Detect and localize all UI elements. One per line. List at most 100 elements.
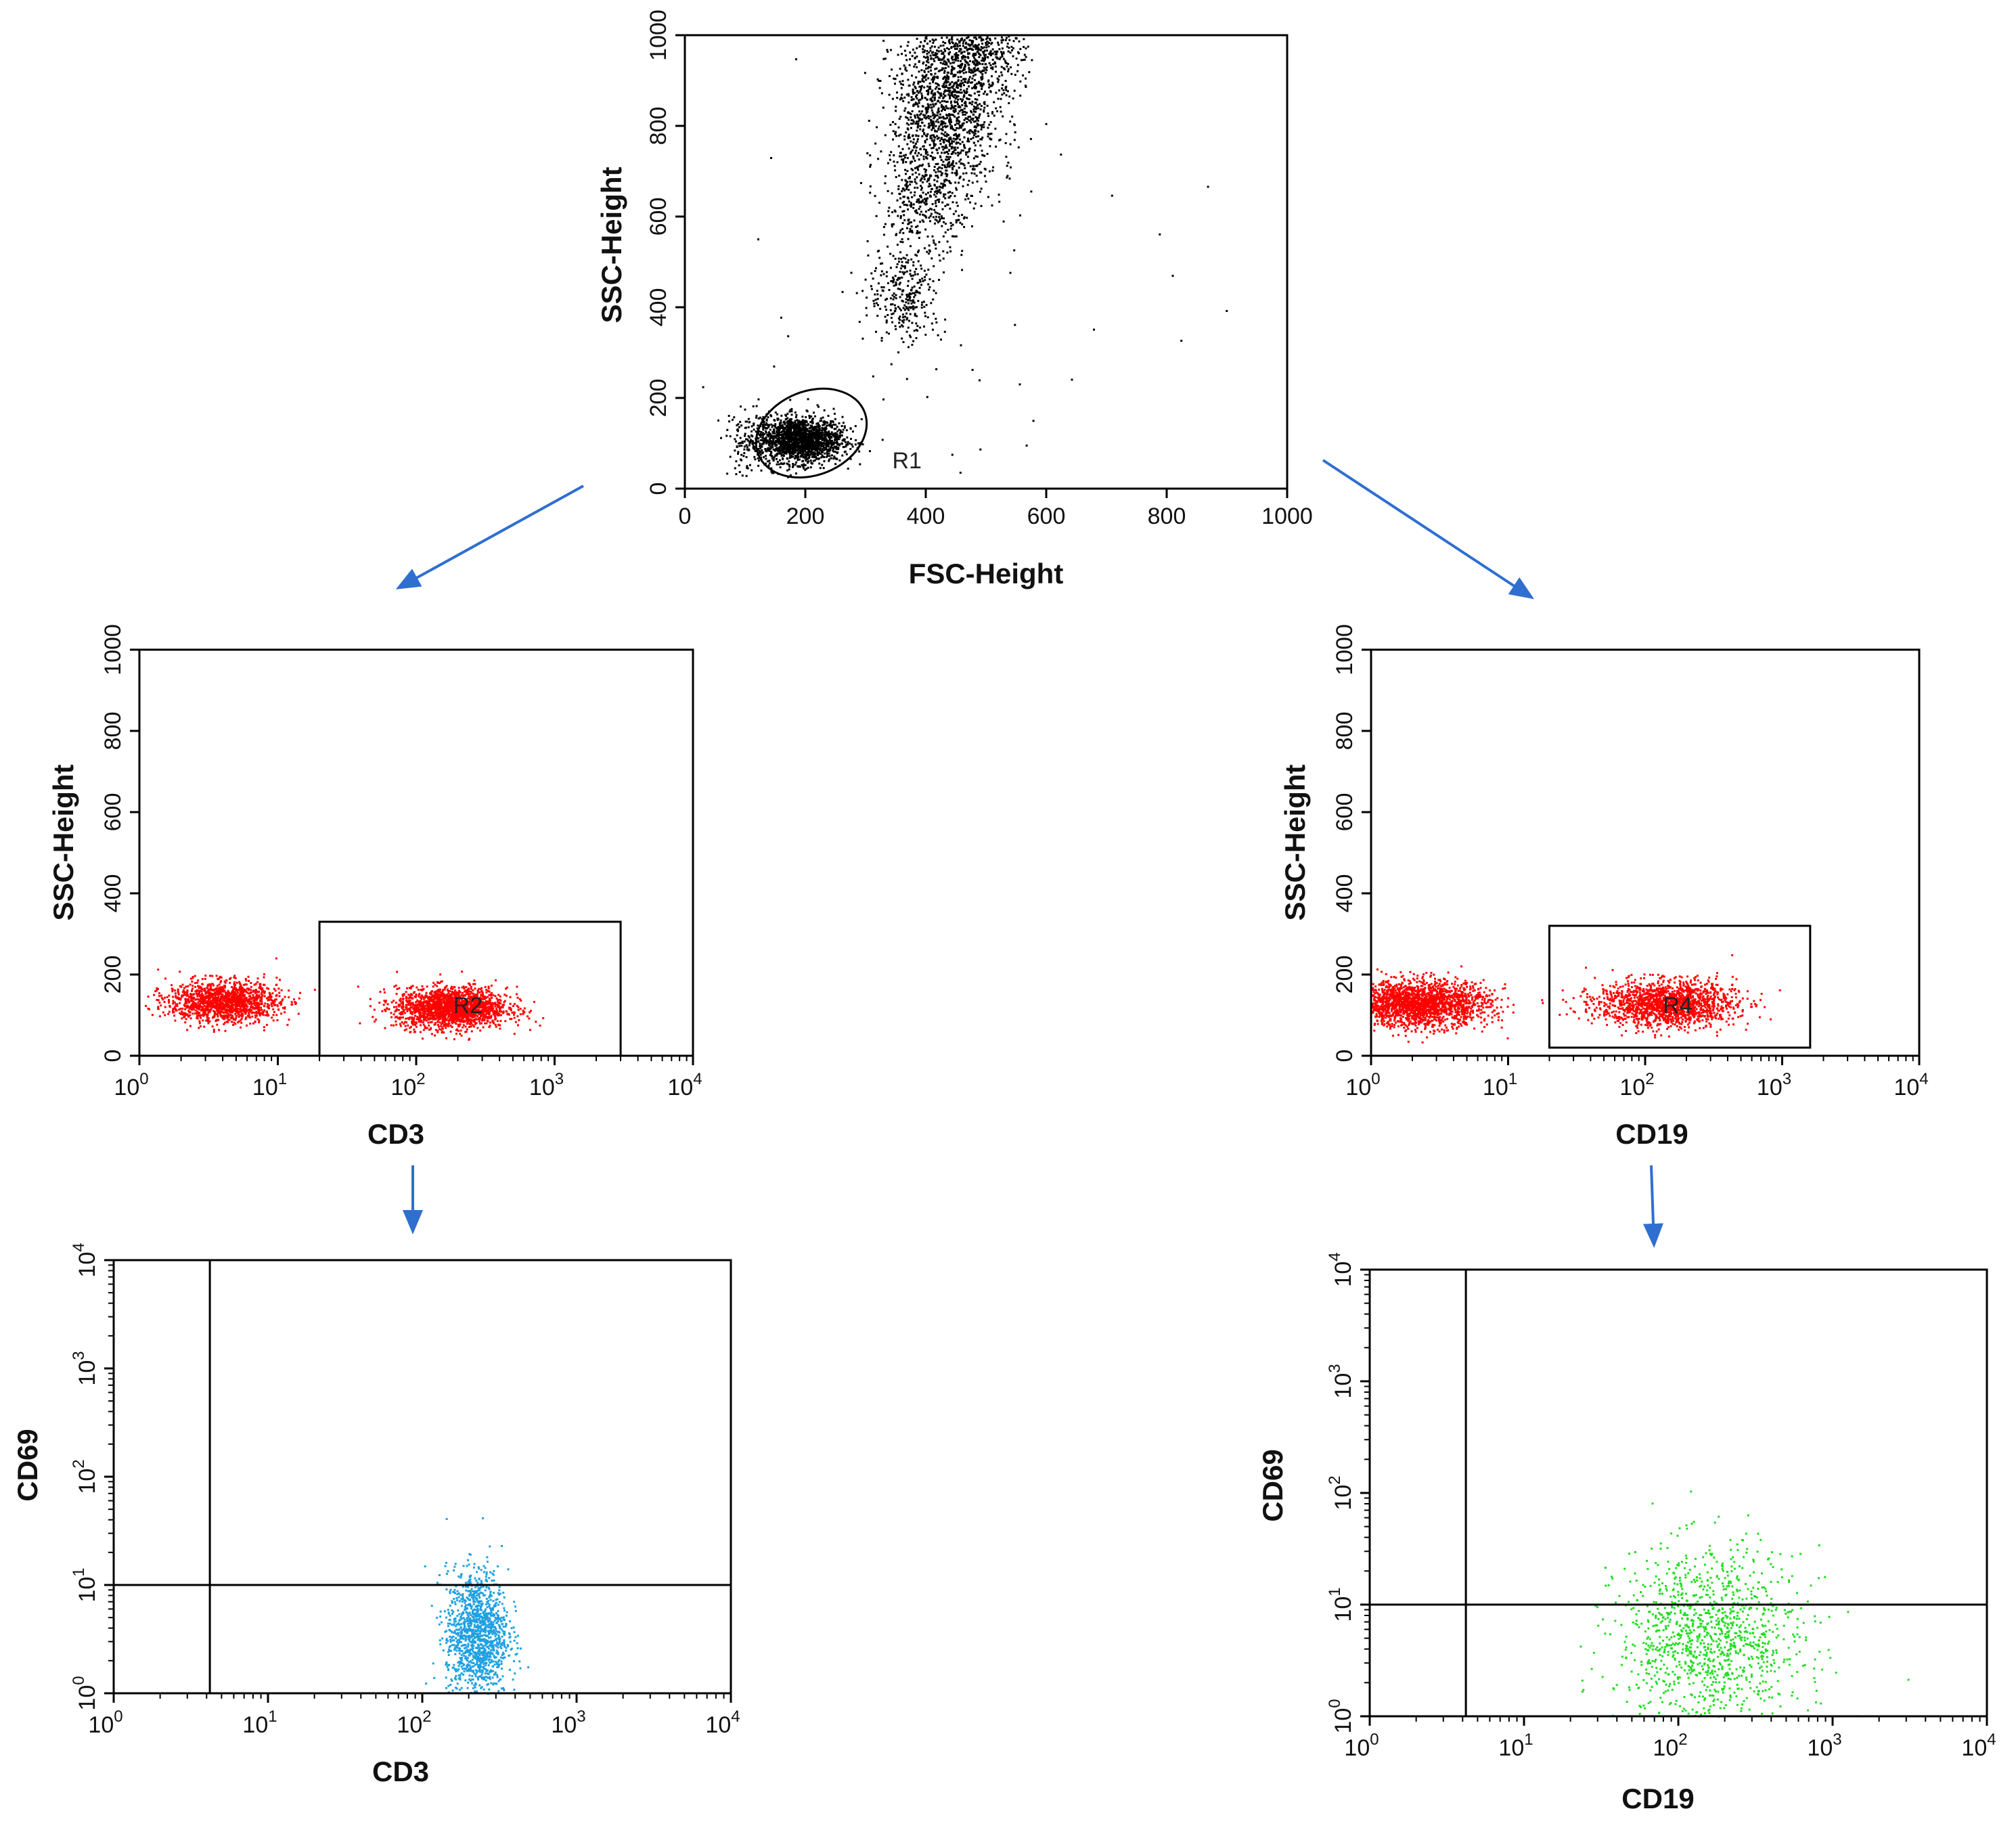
data-point <box>945 105 947 108</box>
data-point <box>838 428 841 431</box>
panels: R10 200 400 600 800 100002004006008001000FSC-… <box>12 9 1996 1814</box>
data-point <box>987 196 989 198</box>
data-point <box>914 291 917 294</box>
data-point <box>744 432 746 435</box>
data-point <box>788 424 791 427</box>
data-point <box>785 449 788 452</box>
data-point <box>951 35 954 38</box>
data-point <box>268 996 271 998</box>
data-point <box>183 991 185 993</box>
data-point <box>944 50 947 52</box>
data-point <box>957 103 959 106</box>
data-point <box>968 78 970 81</box>
data-point <box>972 169 975 171</box>
data-point <box>951 152 954 155</box>
data-point <box>247 975 250 978</box>
data-point <box>920 154 922 156</box>
data-point <box>901 148 904 150</box>
data-point <box>785 434 788 437</box>
data-point <box>957 95 960 97</box>
data-point <box>776 447 778 449</box>
data-point <box>1023 58 1026 61</box>
data-point <box>957 54 960 57</box>
data-point <box>776 432 779 435</box>
data-point <box>950 92 953 95</box>
data-point <box>893 223 895 225</box>
data-point <box>263 976 265 979</box>
data-point <box>741 441 744 443</box>
data-point <box>905 306 908 309</box>
data-point <box>908 189 910 192</box>
data-point <box>976 45 979 48</box>
data-point <box>786 443 789 445</box>
data-point <box>945 62 948 65</box>
data-point <box>964 65 966 68</box>
data-point <box>972 56 975 59</box>
data-point <box>233 975 236 977</box>
data-point <box>894 133 897 135</box>
data-point <box>792 449 794 452</box>
data-point <box>943 72 945 74</box>
data-point <box>780 449 783 452</box>
data-point <box>930 155 932 158</box>
data-point <box>819 467 822 470</box>
data-point <box>892 312 895 315</box>
data-point <box>780 444 783 446</box>
data-point <box>981 150 983 152</box>
data-point <box>934 72 937 75</box>
data-point <box>847 468 849 470</box>
data-point <box>735 473 738 476</box>
data-point <box>905 59 908 62</box>
data-point <box>1023 38 1025 41</box>
data-point <box>813 441 816 444</box>
data-point <box>803 434 805 437</box>
data-point <box>804 445 807 447</box>
data-point <box>939 259 941 262</box>
data-point <box>799 455 802 458</box>
data-point <box>925 149 927 152</box>
data-point <box>966 97 969 100</box>
data-point <box>168 1001 170 1004</box>
data-point <box>255 995 258 998</box>
data-point <box>918 286 921 289</box>
data-point <box>747 426 750 428</box>
data-point <box>866 314 868 317</box>
data-point <box>841 443 843 445</box>
data-point <box>187 999 189 1002</box>
data-point <box>817 405 820 408</box>
data-point <box>924 334 927 336</box>
data-point <box>847 443 849 446</box>
data-point <box>901 72 903 75</box>
data-point <box>929 185 932 187</box>
data-point <box>227 1016 230 1019</box>
data-point <box>868 120 870 122</box>
data-point <box>933 58 935 60</box>
data-point <box>246 987 249 990</box>
data-point <box>980 105 983 108</box>
data-point <box>907 93 910 95</box>
data-point <box>804 439 807 441</box>
data-point <box>1001 53 1004 55</box>
data-point <box>278 991 281 994</box>
data-point <box>982 51 985 53</box>
data-point <box>973 173 976 175</box>
data-point <box>197 979 200 982</box>
data-point <box>896 97 899 99</box>
data-point <box>794 447 797 449</box>
data-point <box>739 442 742 445</box>
data-point <box>909 296 912 298</box>
data-point <box>903 319 905 321</box>
data-point <box>955 221 958 224</box>
data-point <box>195 992 198 995</box>
data-point <box>828 455 831 457</box>
data-point <box>914 122 917 125</box>
data-point <box>902 161 904 164</box>
data-point <box>815 425 818 428</box>
data-point <box>968 60 971 62</box>
data-point <box>895 110 897 112</box>
data-point <box>915 211 918 214</box>
data-point <box>801 439 803 441</box>
data-point <box>198 989 200 992</box>
data-point <box>946 47 949 49</box>
data-point <box>219 1004 221 1007</box>
